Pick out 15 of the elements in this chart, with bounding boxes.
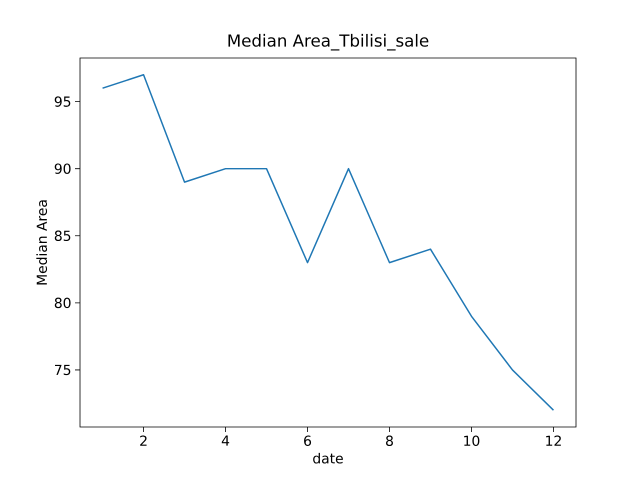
chart-title: Median Area_Tbilisi_sale (228, 34, 428, 50)
x-tick-label: 10 (464, 436, 480, 446)
x-tick-label: 12 (546, 436, 561, 446)
y-axis-title: Median Area (36, 200, 48, 284)
x-tick-label: 2 (140, 436, 147, 446)
x-tick-label: 8 (386, 436, 393, 446)
y-tick-label: 90 (54, 163, 71, 174)
x-tick-label: 6 (304, 436, 312, 446)
y-tick-label: 95 (54, 96, 70, 107)
y-tick-label: 80 (54, 298, 71, 308)
y-tick-label: 85 (54, 230, 70, 242)
y-tick-label: 75 (55, 364, 70, 376)
x-tick-label: 4 (222, 436, 230, 446)
x-axis-title: date (313, 452, 343, 464)
line-series (102, 74, 554, 411)
